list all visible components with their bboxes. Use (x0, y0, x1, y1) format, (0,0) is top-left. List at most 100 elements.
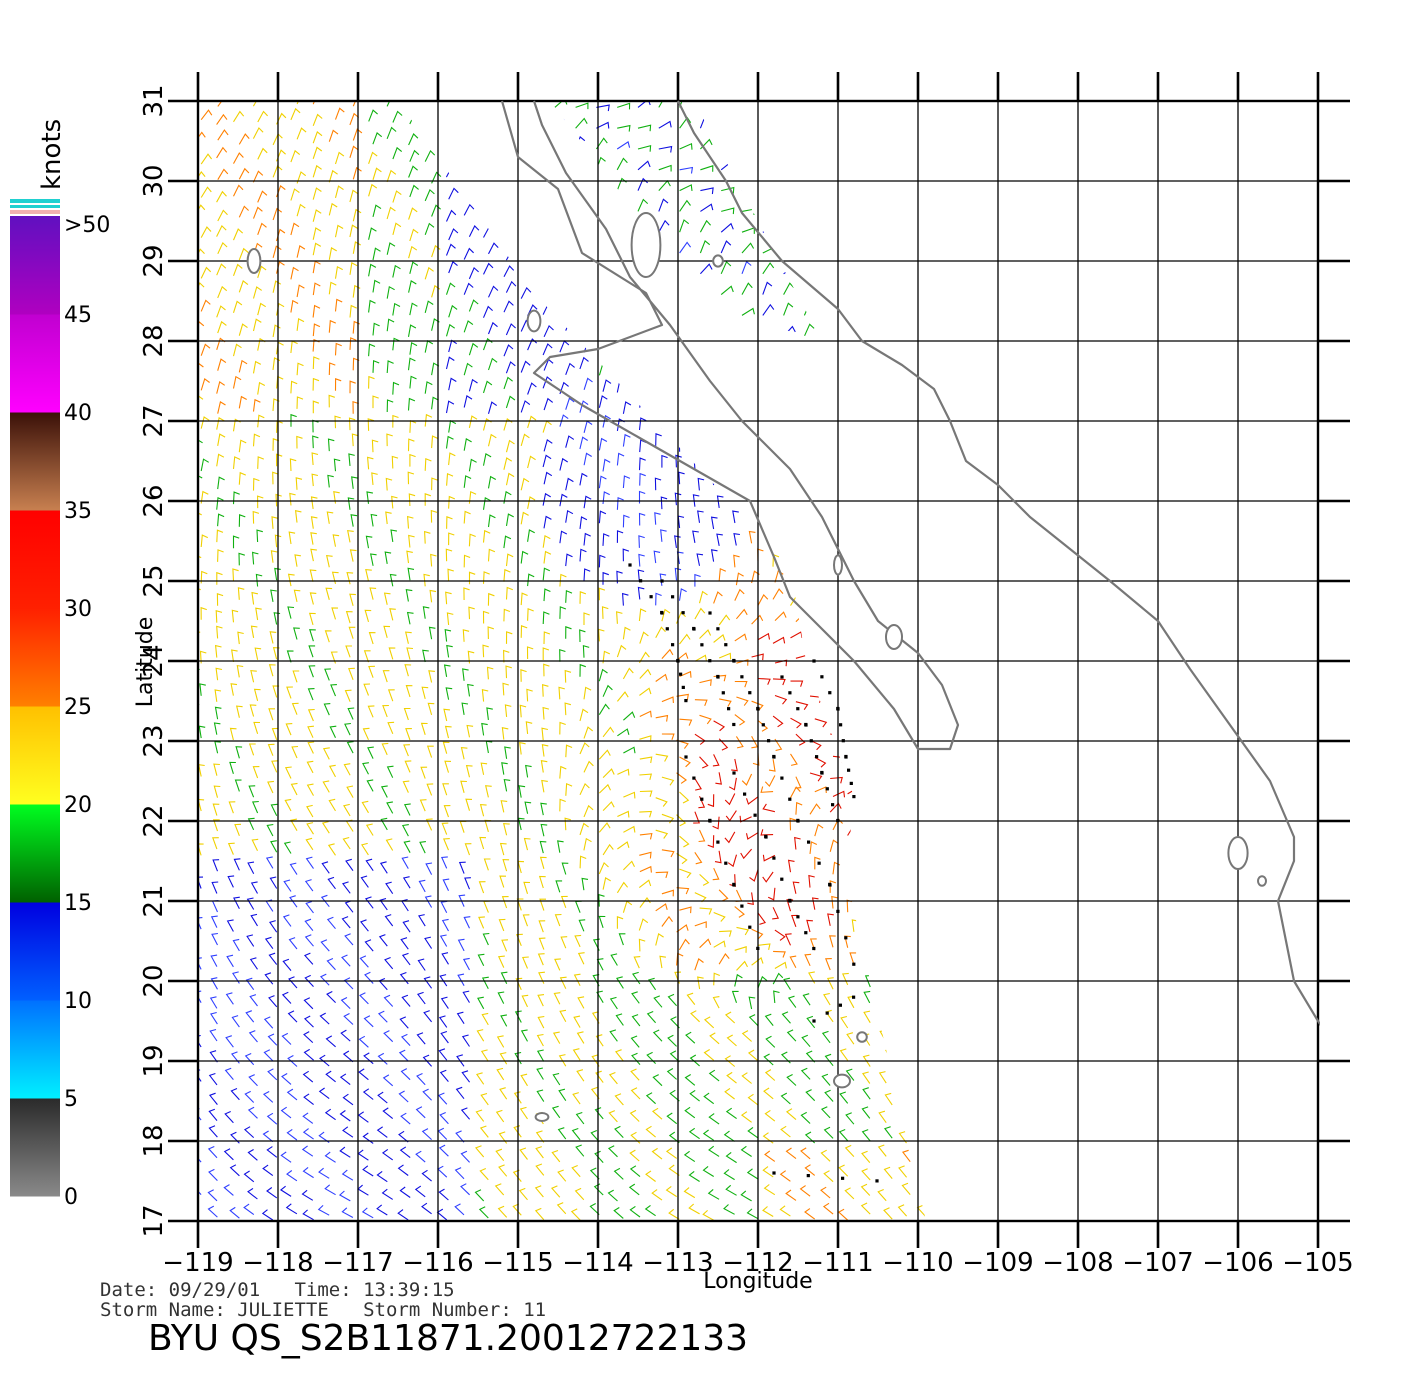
wind-vector (448, 114, 460, 126)
rain-flag (788, 899, 792, 903)
wind-vector (847, 671, 860, 678)
wind-vector (306, 783, 314, 796)
wind-vector (216, 224, 227, 237)
wind-vector (639, 710, 652, 718)
wind-vector (774, 416, 781, 430)
wind-vector (669, 1050, 680, 1063)
colorbar-tick-label: 35 (64, 499, 92, 524)
rain-flag (708, 611, 712, 615)
wind-vector (622, 433, 631, 447)
wind-vector (408, 101, 419, 102)
wind-vector (431, 396, 439, 410)
wind-vector (249, 994, 258, 1007)
wind-vector (698, 434, 705, 448)
wind-vector (368, 109, 378, 122)
wind-vector (709, 1032, 720, 1045)
wind-vector (899, 1053, 907, 1066)
wind-vector (436, 1208, 448, 1221)
wind-vector (459, 820, 467, 833)
wind-vector (825, 271, 838, 277)
wind-vector (638, 457, 646, 471)
wind-vector (444, 760, 452, 773)
wind-vector (217, 101, 229, 107)
wind-vector (198, 131, 206, 143)
wind-vector (918, 1092, 926, 1105)
wind-vector (521, 956, 529, 969)
wind-vector (837, 1208, 849, 1221)
wind-vector (534, 241, 543, 253)
wind-vector (783, 282, 795, 295)
wind-vector (474, 1189, 485, 1202)
wind-vector (661, 648, 674, 659)
wind-vector (885, 879, 894, 893)
wind-vector (541, 727, 549, 741)
wind-vector (602, 491, 610, 505)
wind-vector (334, 378, 342, 391)
wind-vectors (198, 101, 926, 1221)
wind-vector (263, 1049, 274, 1062)
wind-vector (694, 108, 705, 121)
wind-vector (741, 260, 752, 274)
rain-flag (708, 819, 712, 823)
wind-vector (616, 302, 627, 316)
wind-vector (266, 1187, 278, 1199)
wind-vector (405, 685, 413, 698)
wind-vector (431, 435, 439, 449)
wind-vector (845, 1068, 855, 1081)
wind-vector (234, 823, 242, 837)
wind-vector (925, 549, 926, 563)
wind-vector (468, 186, 480, 199)
wind-vector (554, 136, 565, 150)
wind-vector (542, 113, 555, 124)
wind-vector (679, 756, 691, 768)
wind-vector (847, 356, 857, 370)
coastlines (500, 100, 1320, 1026)
y-tick-label: 24 (139, 644, 169, 677)
wind-vector (538, 920, 546, 933)
wind-vector (783, 124, 797, 132)
wind-vector (225, 1035, 234, 1048)
wind-vector (790, 717, 802, 729)
wind-vector (575, 117, 588, 129)
x-tick-label: −114 (562, 1248, 633, 1278)
wind-vector (257, 495, 264, 509)
wind-vector (783, 201, 796, 212)
wind-vector (385, 881, 394, 895)
wind-vector (891, 548, 900, 562)
wind-vector (343, 803, 351, 817)
wind-vector (814, 856, 821, 870)
wind-vector (426, 745, 434, 758)
wind-vector (853, 568, 863, 581)
wind-vector (272, 647, 280, 660)
wind-vector (772, 907, 780, 920)
wind-vector (282, 958, 292, 971)
wind-vector (823, 1170, 834, 1183)
rain-flags (628, 563, 879, 1183)
wind-vector (482, 932, 490, 946)
wind-vector (868, 491, 877, 505)
wind-vector (477, 996, 485, 1010)
wind-vector (502, 682, 509, 696)
wind-vector (274, 567, 281, 581)
wind-vector (891, 474, 900, 488)
wind-vector (554, 311, 569, 319)
wind-vector (343, 1013, 354, 1025)
wind-vector (867, 914, 875, 928)
wind-vector (476, 1029, 485, 1042)
wind-vector (751, 379, 758, 393)
wind-vector (537, 1015, 545, 1029)
wind-vector (285, 1203, 298, 1215)
wind-vector (255, 607, 262, 621)
wind-vector (740, 1145, 752, 1157)
wind-vector (229, 1206, 240, 1219)
wind-vector (482, 453, 492, 466)
wind-vector (661, 813, 675, 824)
wind-vector (350, 514, 358, 527)
wind-vector (609, 996, 618, 1010)
wind-vector (762, 1166, 774, 1178)
wind-vector (539, 856, 547, 869)
rain-flag (807, 840, 811, 844)
wind-vector (217, 209, 228, 222)
wind-vector (658, 164, 672, 172)
wind-vector (431, 171, 442, 184)
